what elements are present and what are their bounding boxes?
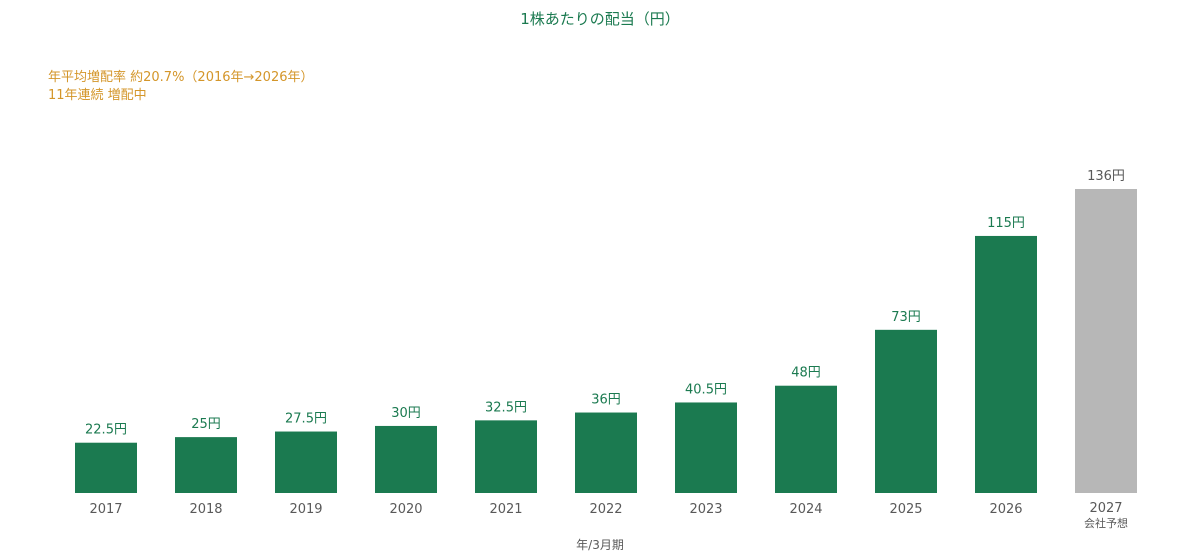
x-tick-label-2018: 2018 bbox=[189, 502, 222, 517]
value-label-2027: 136円 bbox=[1087, 169, 1125, 184]
cagr-annotation: 年平均増配率 約20.7%（2016年→2026年） bbox=[48, 70, 314, 85]
bar-2022 bbox=[575, 412, 637, 493]
value-label-2020: 30円 bbox=[391, 406, 421, 421]
x-tick-label-2017: 2017 bbox=[89, 502, 122, 517]
chart-title: 1株あたりの配当（円） bbox=[520, 10, 680, 28]
value-label-2021: 32.5円 bbox=[485, 400, 527, 415]
value-label-2019: 27.5円 bbox=[285, 412, 327, 427]
x-tick-label-2022: 2022 bbox=[589, 502, 622, 517]
bar-2018 bbox=[175, 437, 237, 493]
value-label-2025: 73円 bbox=[891, 310, 921, 325]
bar-2026 bbox=[975, 235, 1037, 494]
bar-2021 bbox=[475, 420, 537, 493]
value-label-2026: 115円 bbox=[987, 216, 1025, 231]
value-label-2022: 36円 bbox=[591, 393, 621, 408]
value-labels-group: 22.5円 25円 27.5円 30円 32.5円 36円 40.5円 48円 73円 115円 1… bbox=[85, 169, 1125, 438]
x-tick-label-2026: 2026 bbox=[989, 502, 1022, 517]
x-tick-sublabel-2027: 会社予想 bbox=[1084, 516, 1128, 530]
bar-2017 bbox=[75, 442, 137, 493]
bars-group bbox=[75, 188, 1137, 494]
streak-annotation: 11年連続 増配中 bbox=[48, 88, 147, 103]
value-label-2018: 25円 bbox=[191, 417, 221, 432]
x-tick-label-2027: 2027 bbox=[1089, 501, 1122, 516]
bar-2027 bbox=[1075, 188, 1137, 493]
bar-2024 bbox=[775, 385, 837, 493]
value-label-2017: 22.5円 bbox=[85, 423, 127, 438]
x-tick-labels-group: 2017 2018 2019 2020 2021 2022 2023 2024 2025 2026… bbox=[89, 501, 1128, 530]
bar-2020 bbox=[375, 425, 437, 493]
x-axis-title: 年/3月期 bbox=[576, 538, 624, 552]
value-label-2023: 40.5円 bbox=[685, 382, 727, 397]
value-label-2024: 48円 bbox=[791, 366, 821, 381]
bar-2025 bbox=[875, 329, 937, 493]
x-tick-label-2019: 2019 bbox=[289, 502, 322, 517]
x-tick-label-2025: 2025 bbox=[889, 502, 922, 517]
x-tick-label-2023: 2023 bbox=[689, 502, 722, 517]
bar-2019 bbox=[275, 431, 337, 493]
x-tick-label-2020: 2020 bbox=[389, 502, 422, 517]
bar-2023 bbox=[675, 402, 737, 493]
x-tick-label-2021: 2021 bbox=[489, 502, 522, 517]
x-tick-label-2024: 2024 bbox=[789, 502, 822, 517]
